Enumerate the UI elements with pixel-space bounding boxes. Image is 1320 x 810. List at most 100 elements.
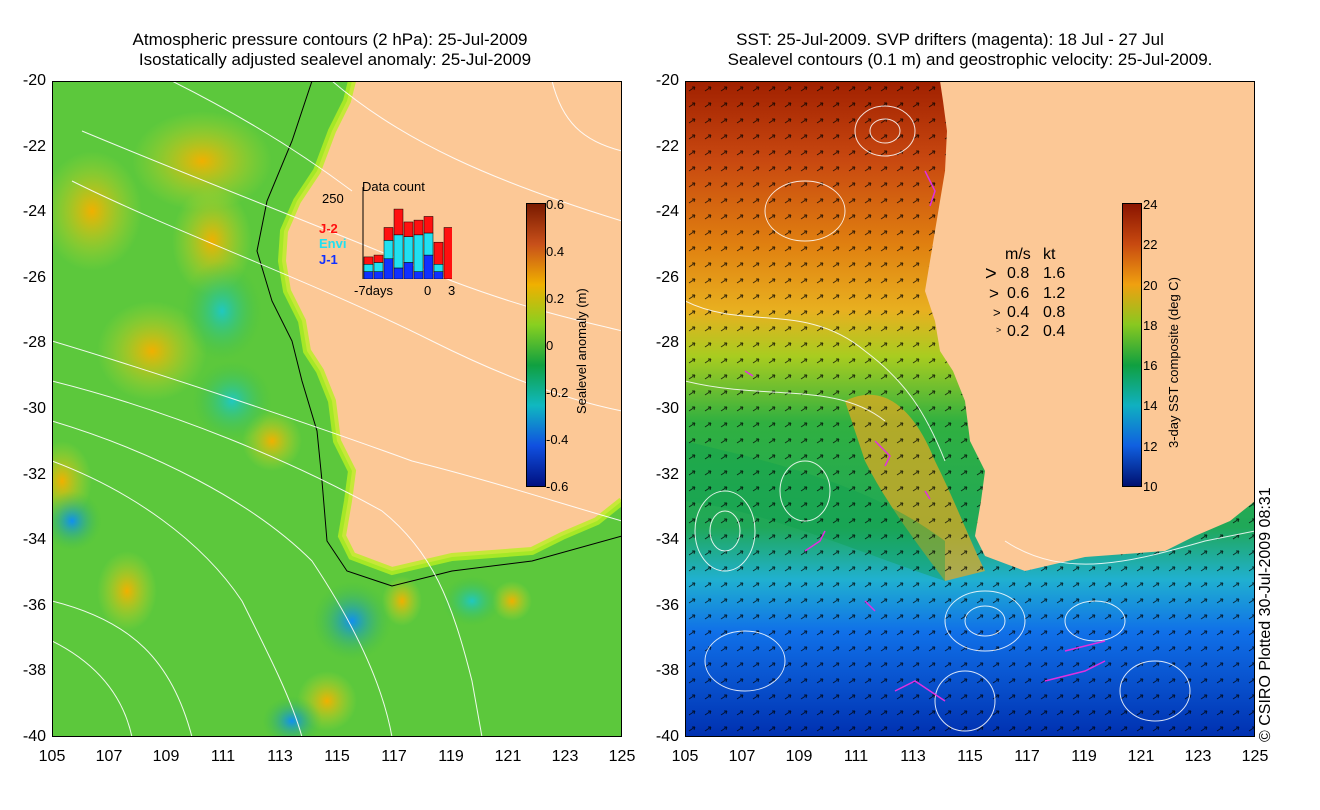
inset-bar-envi (363, 264, 374, 272)
inset-bar-envi (373, 262, 384, 272)
colorbar-tick-label: 22 (1143, 237, 1158, 253)
left-map-panel[interactable]: Data count 250 J-2 Envi J-1 -7days 0 3 (52, 81, 622, 737)
velocity-legend: m/s kt > 0.8 1.6 > 0.6 1.2 > 0.4 0.8 > 0… (985, 246, 1105, 346)
x-tick-label: 107 (95, 748, 123, 765)
right-colorbar (1122, 203, 1142, 487)
x-tick-label: 123 (551, 748, 579, 765)
x-tick-label: 121 (1127, 748, 1155, 765)
velocity-legend-ms-08: 0.8 (1007, 265, 1030, 282)
x-tick-label: 125 (608, 748, 636, 765)
x-tick-label: 119 (1071, 748, 1097, 765)
inset-bar-envi (383, 240, 394, 260)
colorbar-tick-label: -0.6 (546, 479, 569, 494)
inset-bar-j1 (413, 271, 424, 279)
colorbar-tick-label: -0.4 (546, 432, 569, 447)
colorbar-tick-label: 0.2 (546, 291, 565, 306)
inset-series-envi: Envi (319, 236, 347, 251)
y-tick-label: -34 (22, 531, 46, 549)
velocity-legend-arrow-02: > (996, 325, 1002, 335)
y-tick-label: -22 (655, 137, 679, 155)
y-tick-label: -24 (655, 203, 679, 221)
inset-bar-j2 (433, 241, 444, 265)
anomaly-blob (382, 576, 422, 626)
y-tick-label: -38 (655, 662, 679, 680)
anomaly-blob (312, 581, 392, 661)
y-tick-label: -28 (655, 334, 679, 352)
inset-bar-j2 (363, 256, 374, 265)
anomaly-blob (52, 151, 142, 271)
anomaly-blob (262, 696, 322, 737)
inset-bar-envi (403, 236, 414, 263)
svp-drifter-tracks (744, 170, 1106, 702)
inset-bar-j2 (443, 227, 452, 279)
y-tick-label: -26 (22, 268, 46, 286)
colorbar-tick-label: 14 (1143, 398, 1158, 414)
y-tick-label: -20 (655, 72, 679, 89)
x-tick-label: 107 (728, 748, 756, 765)
inset-bar-j1 (363, 271, 374, 279)
y-tick-label: -40 (22, 728, 46, 745)
colorbar-tick-label: 18 (1143, 317, 1158, 333)
inset-bar-j1 (383, 258, 394, 279)
y-tick-label: -30 (655, 400, 679, 417)
inset-series-j2: J-2 (319, 221, 338, 236)
coastal-band (277, 81, 622, 576)
anomaly-blob (52, 491, 102, 551)
y-tick-label: -26 (655, 268, 679, 286)
inset-bar-j2 (383, 227, 394, 241)
right-map-panel[interactable]: m/s kt > 0.8 1.6 > 0.6 1.2 > 0.4 0.8 > 0… (685, 81, 1255, 737)
inset-bar-envi (393, 234, 404, 269)
x-tick-label: 121 (494, 748, 522, 765)
anomaly-blob (192, 361, 272, 441)
velocity-legend-kt-08: 1.6 (1043, 265, 1066, 282)
y-tick-label: -24 (22, 203, 46, 221)
right-map-graphic (685, 81, 1255, 737)
velocity-legend-kt-02: 0.4 (1043, 323, 1066, 340)
anomaly-blob (132, 111, 272, 211)
inset-bar-j1 (403, 262, 414, 279)
y-tick-label: -36 (655, 596, 679, 614)
right-colorbar-label: 3-day SST composite (deg C) (1166, 277, 1181, 448)
y-tick-label: -36 (22, 596, 46, 614)
copyright-notice: © CSIRO Plotted 30-Jul-2009 08:31 (1257, 487, 1274, 742)
inset-bar-j2 (423, 216, 434, 234)
velocity-legend-ms-02: 0.2 (1007, 323, 1030, 340)
colorbar-tick-label: 0 (546, 338, 554, 353)
x-tick-label: 105 (38, 748, 66, 765)
left-map-title-line1: Atmospheric pressure contours (2 hPa): 2… (132, 30, 528, 49)
inset-bar-j1 (393, 267, 404, 279)
colorbar-tick-label: 0.4 (546, 244, 565, 259)
inset-bar-j1 (423, 254, 434, 279)
y-tick-label: -20 (22, 72, 46, 89)
inset-bar-j2 (413, 219, 424, 236)
inset-x-label-mid: 0 (424, 283, 432, 298)
y-tick-label: -38 (22, 662, 46, 680)
y-tick-label: -34 (655, 531, 679, 549)
anomaly-blob (97, 551, 157, 631)
anomaly-blob (97, 301, 207, 401)
inset-x-label-right: 3 (448, 283, 456, 298)
inset-series-j1: J-1 (319, 252, 338, 267)
velocity-legend-kt-06: 1.2 (1043, 285, 1066, 302)
velocity-legend-arrow-04: > (993, 305, 1001, 320)
x-tick-label: 119 (438, 748, 464, 765)
colorbar-tick-label: -0.2 (546, 385, 569, 400)
shelf-contour (256, 81, 622, 587)
y-tick-label: -30 (22, 400, 46, 417)
australia-landmass (925, 81, 1255, 571)
inset-bar-envi (413, 234, 424, 272)
left-map-title-line2: Isostatically adjusted sealevel anomaly:… (138, 50, 532, 69)
inset-bar-j2 (373, 254, 384, 263)
inset-bar-envi (423, 232, 434, 256)
velocity-legend-arrow-06: > (989, 284, 999, 303)
anomaly-blob (442, 576, 502, 626)
inset-bar-j1 (433, 271, 444, 279)
data-count-inset: Data count 250 J-2 Envi J-1 -7days 0 3 (314, 179, 464, 299)
x-tick-label: 115 (324, 748, 350, 765)
colorbar-tick-label: 16 (1143, 358, 1158, 374)
x-tick-label: 117 (381, 748, 407, 765)
y-tick-label: -32 (22, 465, 46, 483)
velocity-legend-header-ms: m/s (1005, 246, 1031, 263)
inset-bar-j2 (403, 221, 414, 237)
x-tick-label: 123 (1184, 748, 1212, 765)
